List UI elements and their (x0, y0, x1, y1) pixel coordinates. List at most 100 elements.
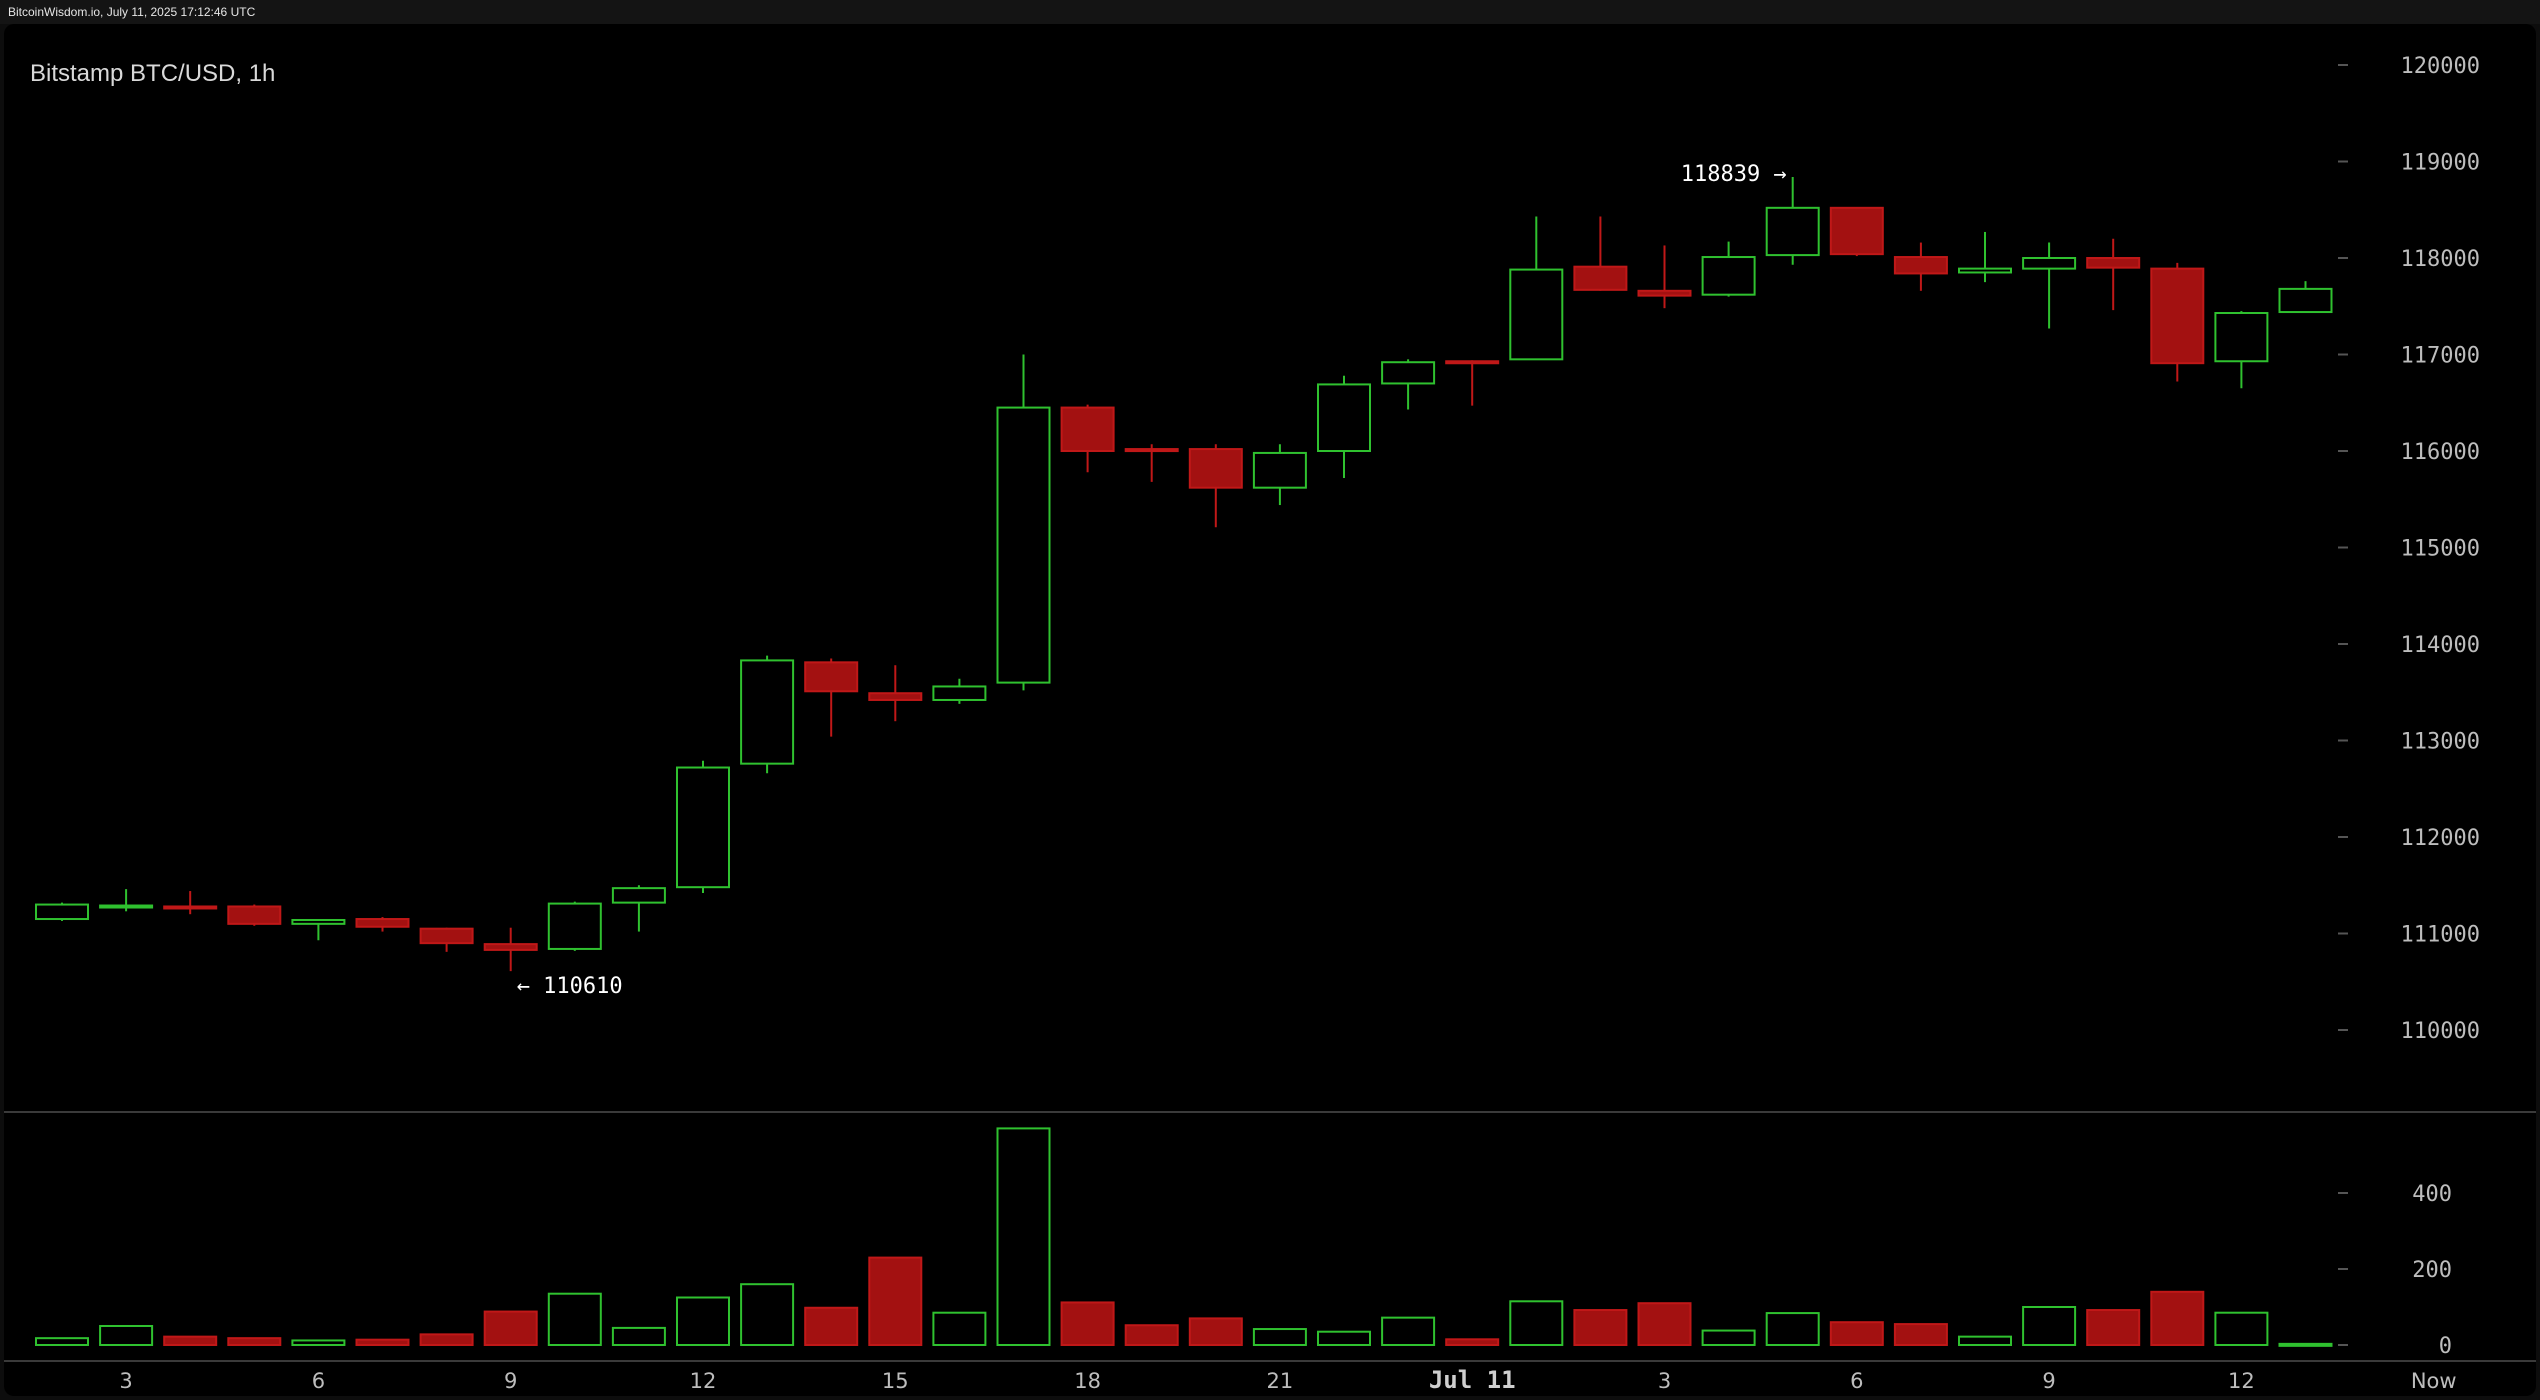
candle (996, 354, 1051, 691)
candle-body (1893, 256, 1948, 275)
candle-body (1252, 451, 1307, 489)
candle-body (1701, 256, 1756, 296)
candle (227, 904, 282, 926)
volume-bar (2214, 1311, 2269, 1346)
annotations-group: 118839 → ← 110610 (517, 162, 1787, 999)
candle-body (932, 685, 987, 701)
volume-bar (291, 1339, 346, 1346)
candle (1252, 444, 1307, 506)
candle (2022, 242, 2077, 329)
candle-body (1829, 206, 1884, 256)
volume-tick-label: 200 (2412, 1258, 2452, 1283)
volume-bar (483, 1310, 538, 1347)
time-tick-label: 6 (1850, 1369, 1863, 1393)
candle (740, 655, 795, 774)
candle-body (1765, 206, 1820, 257)
candle-body (1509, 268, 1564, 361)
candle (2214, 311, 2269, 389)
volume-tick-label: 0 (2439, 1334, 2452, 1359)
volume-bar (1124, 1324, 1179, 1346)
time-tick-label: 9 (504, 1369, 517, 1393)
time-tick-label: Jul 11 (1429, 1366, 1516, 1394)
candle (611, 885, 666, 932)
time-tick-label: 12 (2228, 1369, 2255, 1393)
candle (868, 665, 923, 722)
volume-bar (1958, 1335, 2012, 1347)
candle (1381, 359, 1436, 410)
price-tick-label: 116000 (2401, 440, 2480, 465)
volume-bar (1893, 1323, 1948, 1346)
candle (1829, 206, 1884, 257)
candle (1958, 231, 2012, 283)
candle (547, 901, 602, 951)
candle-body (1445, 360, 1500, 365)
volume-bar (163, 1335, 218, 1347)
candle (419, 927, 474, 952)
volume-bar (1317, 1330, 1371, 1346)
candle-body (163, 905, 218, 910)
candle-body (1317, 383, 1371, 453)
candle-body (547, 902, 602, 950)
candle-body (2086, 257, 2141, 269)
candle-body (355, 918, 410, 928)
volume-bar (2022, 1306, 2077, 1346)
candle (1893, 242, 1948, 291)
candle-body (2214, 312, 2269, 363)
candle (676, 760, 730, 893)
volume-bar (355, 1338, 410, 1347)
candle-body (676, 766, 730, 889)
candle-body (2278, 287, 2333, 314)
candle-body (1958, 267, 2012, 274)
price-tick-label: 115000 (2401, 537, 2480, 562)
candle-body (291, 918, 346, 925)
time-tick-label: Now (2411, 1369, 2457, 1393)
time-tick-label: 6 (312, 1369, 325, 1393)
price-tick-label: 113000 (2401, 730, 2480, 755)
candle-body (804, 661, 859, 693)
price-tick-label: 114000 (2401, 633, 2480, 658)
volume-bar (868, 1256, 923, 1346)
volume-bar (1252, 1328, 1307, 1347)
candle (163, 891, 218, 915)
volume-bar (547, 1292, 602, 1346)
candle-body (868, 692, 923, 701)
time-axis: 3 6 9 12 15 18 21 Jul 11 3 6 9 12 Now (119, 1366, 2456, 1394)
candle-body (99, 904, 154, 909)
volume-axis: 0 200 400 (2338, 1182, 2452, 1359)
candle-body (1060, 406, 1115, 453)
candle-body (1637, 289, 1692, 297)
price-annotation: ← 110610 (517, 974, 623, 999)
volume-bar (1637, 1302, 1692, 1346)
candle (1701, 241, 1756, 297)
price-tick-label: 120000 (2401, 54, 2480, 79)
candle (1445, 360, 1500, 406)
candle-body (35, 903, 89, 921)
candles-group (35, 177, 2333, 972)
volume-bar (1573, 1309, 1628, 1347)
price-tick-label: 117000 (2401, 344, 2480, 369)
candle-body (2022, 257, 2077, 270)
header-text: BitcoinWisdom.io, July 11, 2025 17:12:46… (8, 5, 256, 19)
chart-panel: 110000 111000 112000 113000 114000 115000 1160… (4, 24, 2536, 1396)
candle (1765, 177, 1820, 265)
candle (1317, 375, 1371, 479)
candle (1509, 216, 1564, 361)
price-axis: 110000 111000 112000 113000 114000 115000 1160… (2338, 54, 2480, 1044)
time-tick-label: 12 (690, 1369, 717, 1393)
candlestick-chart: 110000 111000 112000 113000 114000 115000 1160… (4, 54, 2536, 1394)
volume-bar (1445, 1338, 1500, 1347)
volume-bar (35, 1337, 89, 1347)
time-tick-label: 3 (1658, 1369, 1671, 1393)
candle (2150, 262, 2205, 382)
volume-bar (1765, 1312, 1820, 1346)
volume-bar (419, 1333, 474, 1346)
volume-bar (1188, 1317, 1243, 1347)
volume-bar (99, 1325, 154, 1346)
candle (35, 902, 89, 921)
time-tick-label: 3 (119, 1369, 132, 1393)
candle (291, 918, 346, 941)
volume-tick-label: 400 (2412, 1182, 2452, 1207)
volume-bar (932, 1311, 987, 1346)
volume-bars-group (35, 1127, 2333, 1347)
candle-body (1381, 361, 1436, 385)
